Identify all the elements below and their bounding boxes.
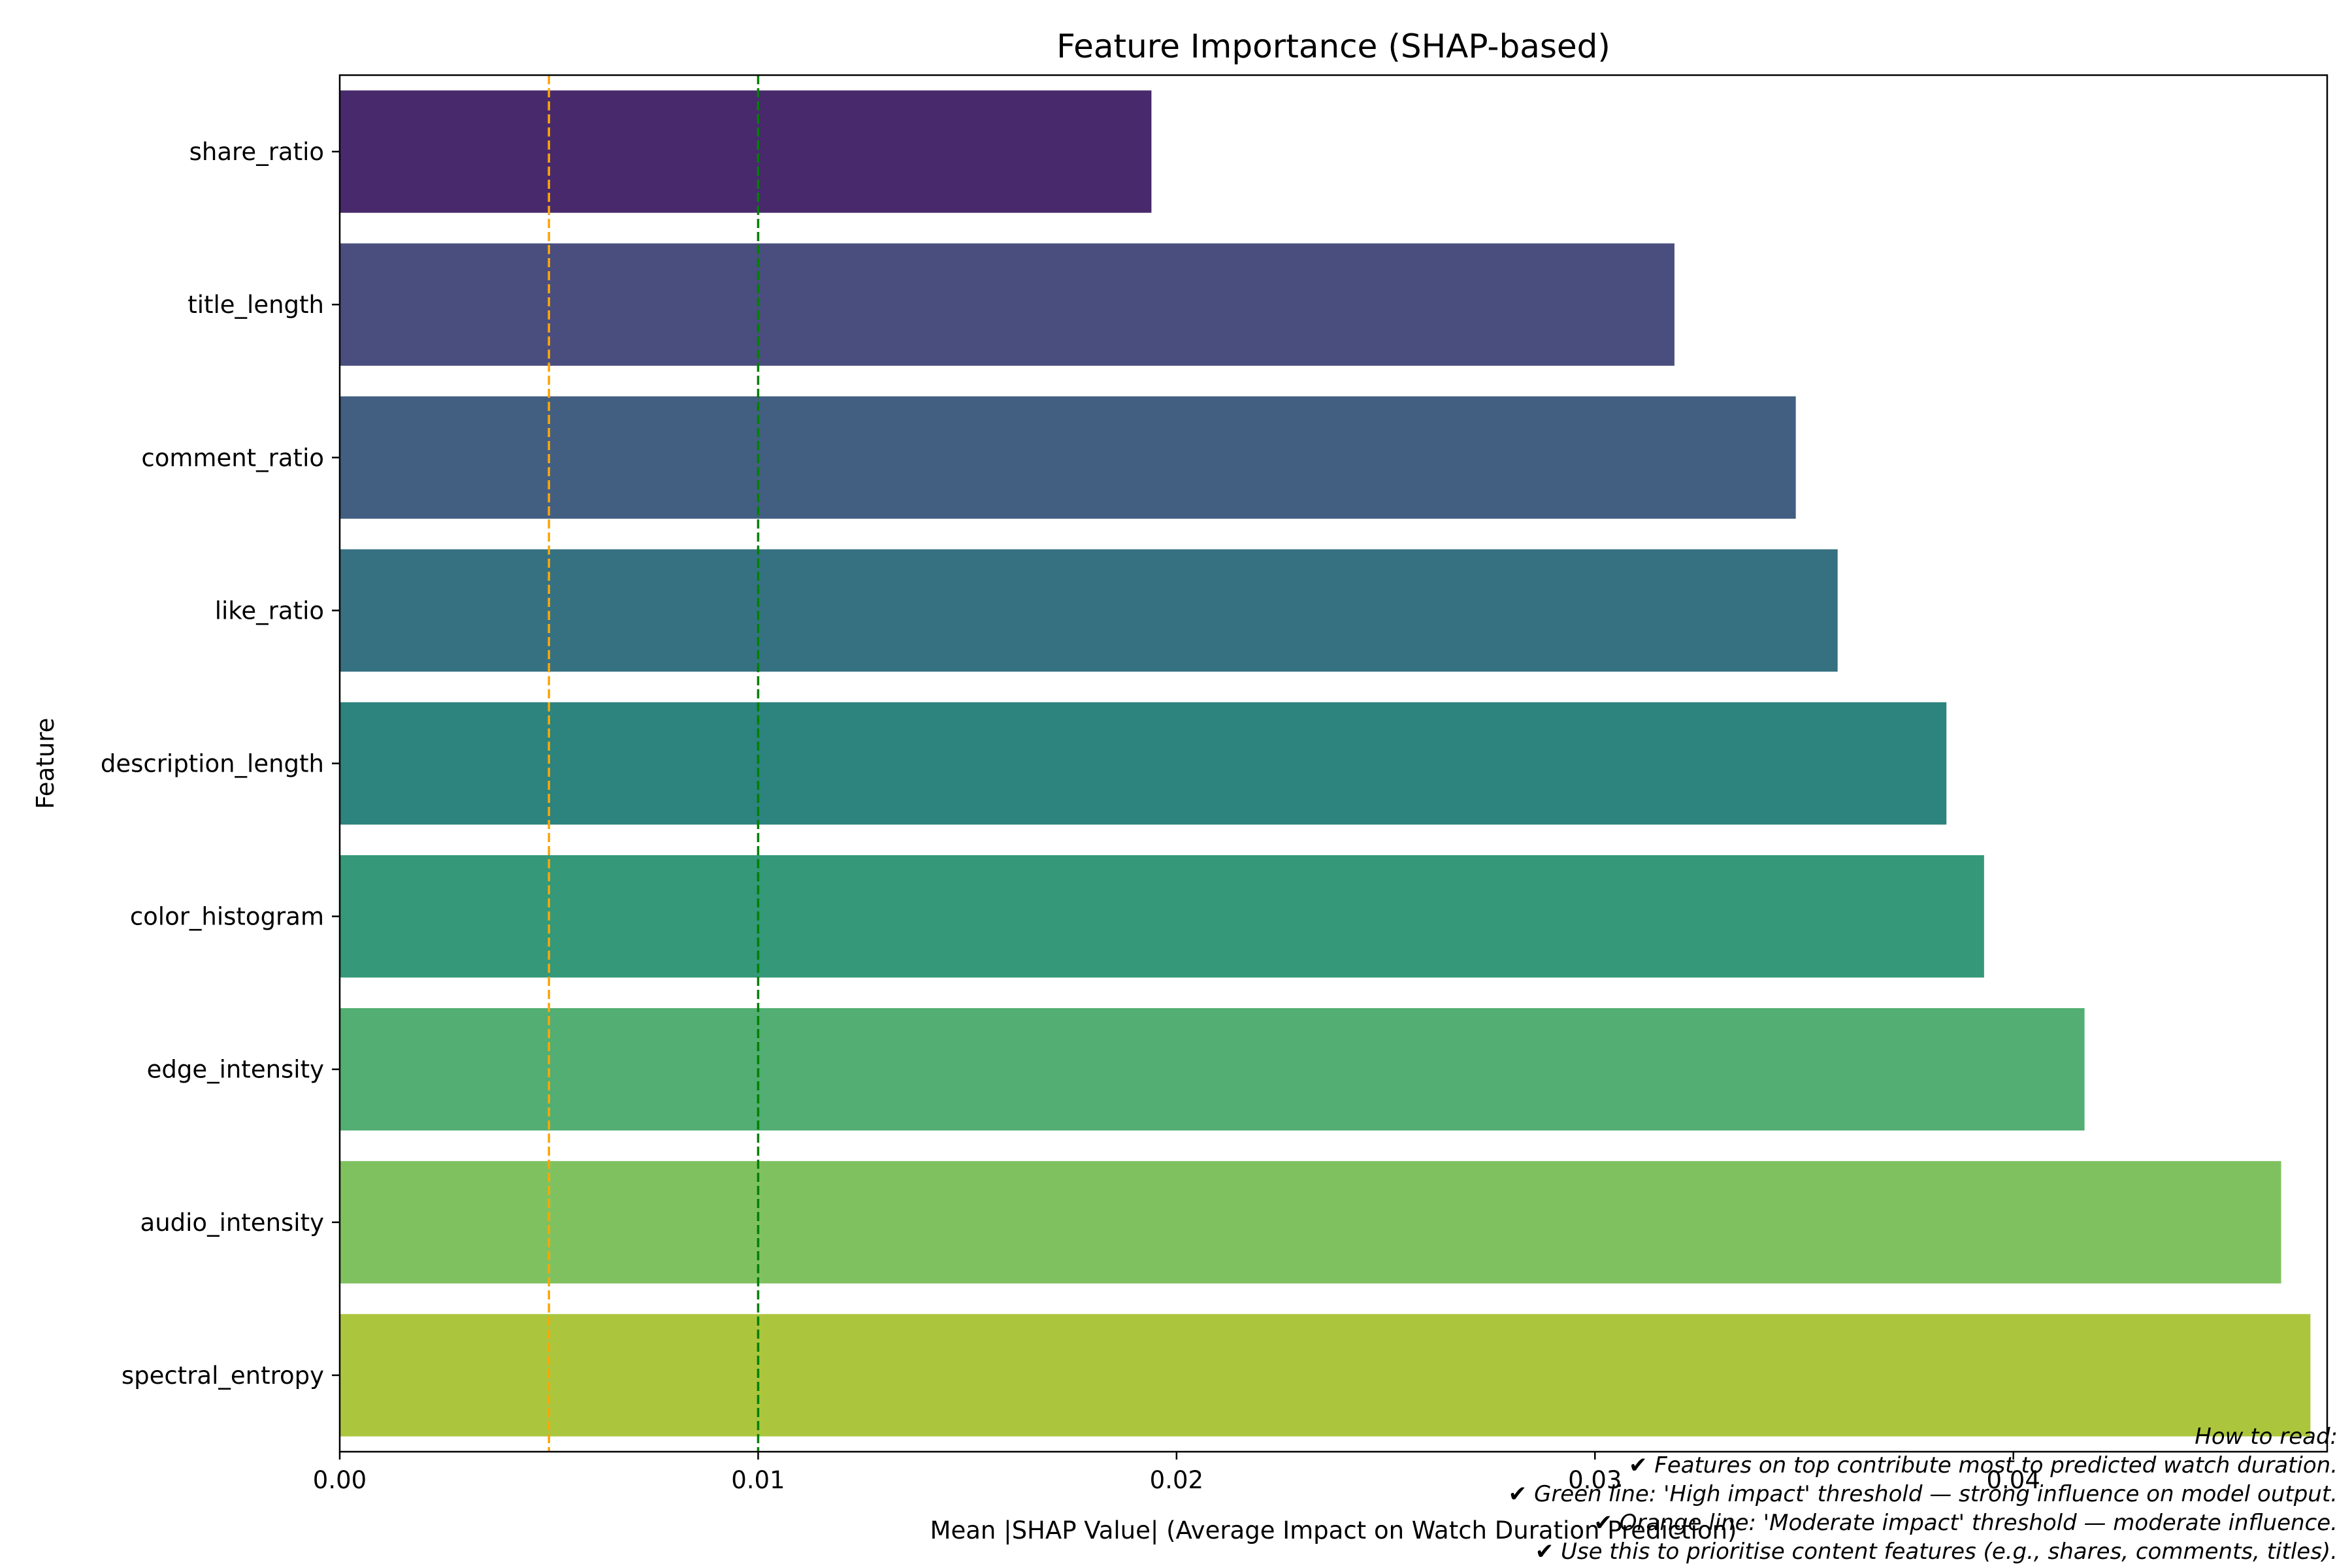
bar-title-length (340, 243, 1674, 366)
y-tick-label: like_ratio (215, 596, 324, 625)
reference-lines-layer (547, 75, 760, 1452)
bar-edge-intensity (340, 1008, 2085, 1131)
x-tick-label: 0.00 (313, 1466, 367, 1494)
annotation-line: ✔ Use this to prioritise content feature… (1535, 1539, 2338, 1565)
y-tick-label: audio_intensity (140, 1209, 324, 1237)
bar-comment-ratio (340, 396, 1796, 519)
chart-title: Feature Importance (SHAP-based) (1056, 27, 1610, 65)
y-axis: share_ratio title_length comment_ratiolike… (101, 138, 340, 1390)
bar-audio-intensity (340, 1161, 2281, 1284)
x-tick-label: 0.02 (1150, 1466, 1203, 1494)
annotation-line: ✔ Features on top contribute most to pre… (1629, 1452, 2338, 1478)
annotation-heading: How to read: (2195, 1424, 2338, 1450)
y-tick-label: title_length (188, 291, 324, 319)
annotation-line: ✔ Green line: 'High impact' threshold — … (1509, 1481, 2338, 1507)
x-tick-label: 0.01 (731, 1466, 785, 1494)
bar-color-histogram (340, 855, 1984, 978)
x-tick-label: 0.03 (1568, 1466, 1622, 1494)
bar-share-ratio (340, 90, 1152, 213)
y-tick-label: comment_ratio (141, 444, 324, 472)
y-tick-label: color_histogram (130, 903, 324, 931)
y-tick-label: share_ratio (189, 138, 324, 166)
y-tick-label: edge_intensity (147, 1056, 324, 1084)
x-axis-label: Mean |SHAP Value| (Average Impact on Wat… (930, 1516, 1737, 1544)
bar-description-length (340, 702, 1947, 825)
bar-spectral-entropy (340, 1314, 2311, 1437)
x-axis: 0.00 0.01 0.02 0.03 0.04 (313, 1452, 2040, 1494)
bar-like-ratio (340, 549, 1838, 672)
y-axis-label: Feature (31, 718, 59, 809)
how-to-read-annotation: How to read:✔ Features on top contribute… (1509, 1424, 2338, 1565)
y-tick-label: spectral_entropy (122, 1362, 324, 1390)
annotation-line: ✔ Orange line: 'Moderate impact' thresho… (1593, 1510, 2338, 1536)
y-tick-label: description_length (101, 750, 324, 778)
x-tick-label: 0.04 (1986, 1466, 2040, 1494)
bars-layer (340, 90, 2311, 1437)
